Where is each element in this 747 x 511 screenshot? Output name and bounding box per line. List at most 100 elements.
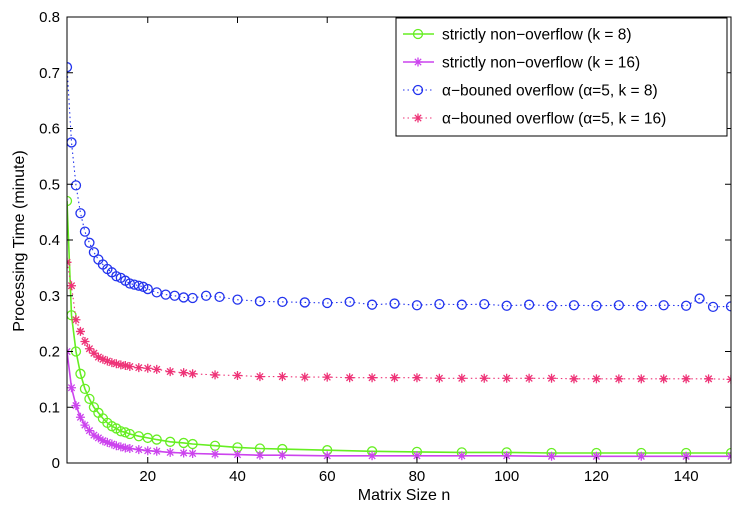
- y-axis-label: Processing Time (minute): [11, 150, 28, 331]
- series-2-point: [591, 451, 601, 461]
- series-4-point: [479, 373, 489, 383]
- series-3-point: [546, 300, 557, 311]
- y-tick-label: 0.7: [39, 65, 60, 82]
- series-2-point: [367, 451, 377, 461]
- series-2-point: [277, 450, 287, 460]
- series-4-point: [71, 315, 81, 325]
- x-tick-label: 140: [674, 468, 699, 485]
- series-4-point: [75, 326, 85, 336]
- series-4-point: [188, 369, 198, 379]
- series-4-point: [345, 373, 355, 383]
- series-3-point: [479, 298, 490, 310]
- series-3-point: [67, 137, 77, 148]
- series-3-point: [214, 291, 225, 303]
- series-3-point: [232, 294, 243, 305]
- series-1-point: [79, 383, 91, 395]
- series-3-point: [725, 301, 731, 312]
- series-2-point: [179, 448, 189, 458]
- series-4-point: [367, 373, 377, 383]
- series-3-point: [591, 300, 602, 311]
- series-2-point: [80, 420, 90, 430]
- series-3-point: [523, 299, 535, 310]
- series-2-point: [322, 451, 332, 461]
- series-4-point: [143, 363, 153, 373]
- series-3-point: [636, 300, 647, 311]
- series-3-point: [694, 293, 705, 304]
- y-tick-label: 0: [52, 455, 60, 472]
- legend-label: strictly non−overflow (k = 16): [442, 55, 640, 72]
- series-2-point: [89, 430, 99, 440]
- series-4-point: [300, 372, 310, 382]
- series-2-point: [152, 446, 162, 456]
- series-3-point: [111, 271, 122, 282]
- series-1-point: [120, 427, 131, 438]
- series-2-point: [412, 451, 422, 461]
- series-4-point: [93, 352, 103, 362]
- series-4-point: [152, 364, 162, 374]
- series-3-point: [658, 300, 669, 311]
- series-2-point: [255, 450, 265, 460]
- series-3-point: [434, 298, 445, 310]
- series-3-point: [75, 208, 86, 219]
- series-2-point: [67, 383, 76, 393]
- series-2-point: [98, 436, 108, 446]
- series-1-point: [84, 393, 95, 405]
- x-tick-label: 120: [584, 468, 609, 485]
- series-4-point: [547, 373, 557, 383]
- y-tick-label: 0.1: [39, 399, 60, 416]
- series-2-point: [116, 442, 126, 452]
- x-axis-label: Matrix Size n: [358, 487, 450, 504]
- series-4-point: [165, 367, 175, 377]
- series-1-point: [67, 195, 73, 207]
- series-2-point: [188, 449, 198, 459]
- legend: strictly non−overflow (k = 8) strictly no…: [395, 17, 728, 137]
- x-tick-label: 60: [319, 468, 336, 485]
- series-4-point: [412, 373, 422, 383]
- series-3-point: [187, 292, 198, 304]
- y-tick-label: 0.3: [39, 288, 60, 305]
- series-2-point: [636, 451, 646, 461]
- legend-marker: [413, 57, 423, 67]
- series-3-point: [344, 296, 355, 308]
- series-4-point: [636, 374, 646, 384]
- legend-entry-4: α−bouned overflow (α=5, k = 16): [403, 111, 666, 128]
- legend-marker: [413, 113, 423, 123]
- series-4-point: [80, 336, 90, 346]
- series-4-point: [659, 374, 669, 384]
- series-3-point: [84, 237, 95, 248]
- legend-entry-1: strictly non−overflow (k = 8): [403, 27, 632, 44]
- legend-box: [395, 17, 728, 137]
- series-4-point: [179, 368, 189, 378]
- series-3-point: [277, 296, 288, 308]
- series-4-point: [704, 374, 714, 384]
- plot-area: [67, 62, 731, 461]
- series-4-point: [255, 372, 265, 382]
- y-tick-label: 0.6: [39, 121, 60, 138]
- series-4: [67, 257, 731, 384]
- series-3-point: [680, 300, 692, 311]
- series-1-line: [67, 200, 731, 454]
- series-3-point: [142, 283, 153, 295]
- legend-entry-2: strictly non−overflow (k = 16): [403, 55, 640, 72]
- series-3-point: [389, 298, 400, 309]
- series-4-point: [210, 370, 220, 380]
- series-4-point: [434, 373, 444, 383]
- series-4-point: [67, 281, 76, 291]
- series-4-point: [102, 356, 112, 366]
- series-4-point: [569, 374, 579, 384]
- series-2-point: [457, 451, 467, 461]
- series-3-point: [322, 297, 333, 309]
- series-3-point: [501, 300, 512, 311]
- series-2-point: [502, 451, 512, 461]
- series-4-point: [390, 373, 400, 383]
- series-3-point: [254, 296, 266, 307]
- series-3-point: [88, 247, 100, 258]
- x-tick-label: 40: [229, 468, 246, 485]
- series-4-point: [84, 344, 94, 354]
- series-3-point: [366, 299, 378, 310]
- series-3-point: [200, 290, 212, 301]
- series-3-point: [67, 62, 73, 73]
- series-4-point: [457, 373, 467, 383]
- series-2-point: [681, 451, 691, 461]
